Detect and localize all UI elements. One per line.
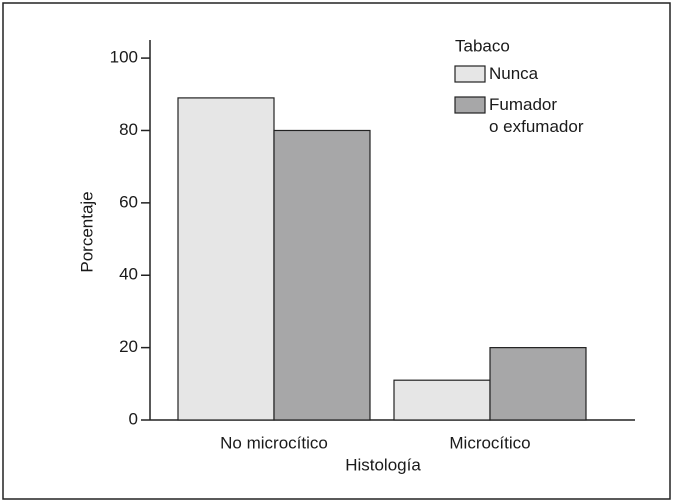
y-tick-label: 80	[119, 120, 138, 139]
y-tick-label: 40	[119, 265, 138, 284]
legend-label: Fumador o exfumador	[489, 95, 584, 136]
bar	[393, 379, 491, 421]
y-tick-label: 100	[110, 48, 138, 67]
legend-label: Nunca	[489, 64, 539, 83]
y-tick-label: 60	[119, 192, 138, 211]
x-axis-label: Histología	[345, 455, 421, 474]
legend-title: Tabaco	[455, 36, 510, 55]
legend-swatch	[454, 96, 486, 114]
legend-swatch	[454, 65, 486, 83]
y-tick-label: 0	[129, 409, 138, 428]
y-tick-label: 20	[119, 337, 138, 356]
bar	[273, 129, 371, 421]
bar	[489, 347, 587, 421]
y-axis-label: Porcentaje	[77, 191, 96, 272]
x-tick-label: Microcítico	[449, 433, 530, 452]
bar	[177, 97, 275, 421]
x-tick-label: No microcítico	[220, 433, 328, 452]
